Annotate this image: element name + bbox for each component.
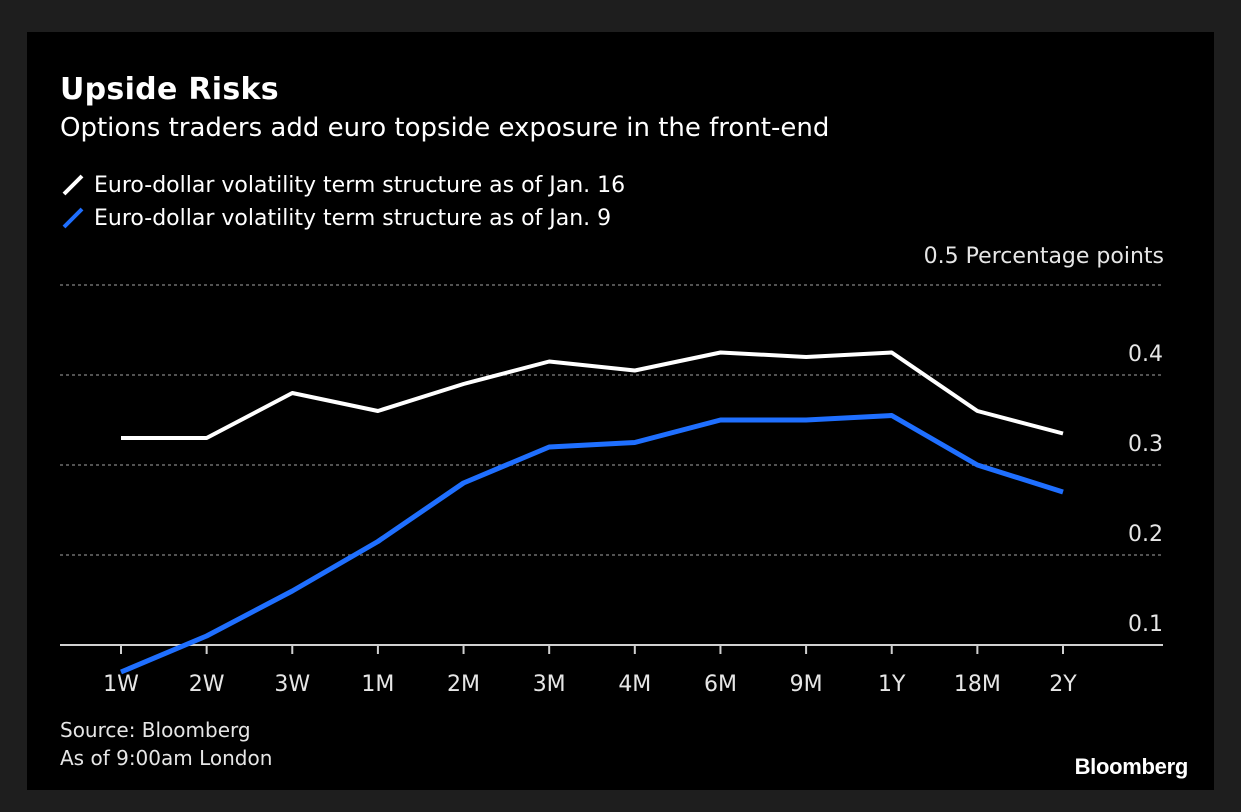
x-tick-label: 3M	[533, 672, 566, 697]
timestamp-line: As of 9:00am London	[60, 746, 273, 770]
legend-swatch-jan9-icon	[62, 207, 84, 229]
series-line-jan16	[121, 350, 1064, 440]
y-tick-label: 0.1	[1128, 612, 1163, 637]
y-tick-label-top: 0.5	[923, 244, 959, 269]
x-tick-label: 4M	[618, 672, 651, 697]
source-line: Source: Bloomberg	[60, 718, 251, 742]
chart-subtitle: Options traders add euro topside exposur…	[60, 113, 830, 143]
legend-label-jan9: Euro-dollar volatility term structure as…	[94, 205, 612, 231]
x-tick-label: 18M	[954, 672, 1001, 697]
legend-item-jan16: Euro-dollar volatility term structure as…	[60, 172, 625, 198]
y-axis-unit-label: 0.5 Percentage points	[924, 244, 1164, 269]
x-tick-label: 9M	[790, 672, 823, 697]
x-tick-label: 2M	[447, 672, 480, 697]
chart-card	[27, 32, 1214, 790]
y-tick-label: 0.4	[1128, 342, 1163, 367]
y-unit-text: Percentage points	[965, 244, 1164, 269]
x-tick-label: 1W	[103, 672, 139, 697]
source-note: Source: Bloomberg As of 9:00am London	[60, 716, 272, 772]
x-tick-label: 1M	[361, 672, 394, 697]
y-tick-label: 0.2	[1128, 522, 1163, 547]
x-tick-label: 2Y	[1049, 672, 1077, 697]
x-tick-label: 2W	[189, 672, 225, 697]
legend-swatch-jan16-icon	[62, 174, 84, 196]
bloomberg-logo: Bloomberg	[1074, 754, 1189, 779]
legend-label-jan16: Euro-dollar volatility term structure as…	[94, 172, 626, 198]
y-tick-label: 0.3	[1128, 432, 1163, 457]
chart-title: Upside Risks	[60, 72, 279, 107]
x-tick-label: 3W	[274, 672, 310, 697]
series-line-jan9	[120, 413, 1064, 675]
legend-item-jan9: Euro-dollar volatility term structure as…	[60, 205, 611, 231]
x-tick-label: 6M	[704, 672, 737, 697]
x-tick-label: 1Y	[878, 672, 906, 697]
